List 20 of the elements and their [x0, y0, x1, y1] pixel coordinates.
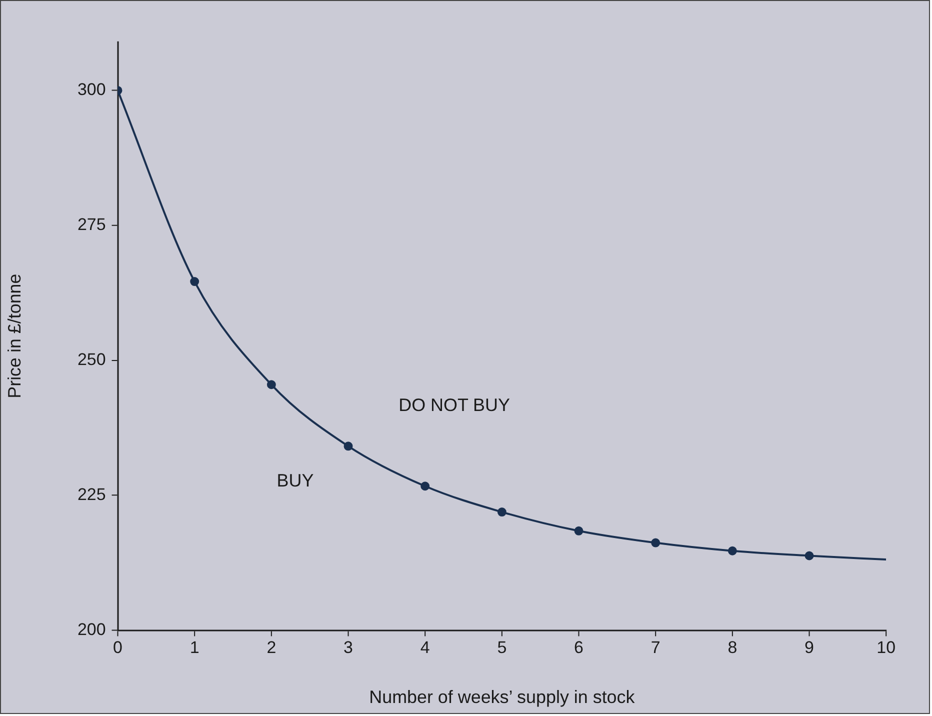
y-tick-label: 275: [78, 215, 106, 234]
x-tick-label: 3: [344, 638, 353, 658]
x-tick-label: 7: [650, 638, 660, 658]
x-tick-label: 0: [113, 638, 122, 658]
y-tick-label: 250: [78, 350, 106, 370]
annotation: DO NOT BUY: [398, 395, 510, 416]
x-axis-title: Number of weeks’ supply in stock: [369, 687, 635, 708]
y-tick-label: 300: [78, 80, 106, 100]
x-tick-label: 8: [728, 638, 738, 658]
annotation: BUY: [276, 470, 314, 490]
y-tick-label: 200: [78, 620, 106, 639]
x-tick-label: 9: [804, 638, 814, 658]
y-axis-title: Price in £/tonne: [4, 274, 25, 398]
x-tick-label: 5: [497, 638, 507, 658]
y-tick-label: 225: [78, 484, 106, 504]
x-tick-label: 1: [190, 638, 200, 658]
x-tick-label: 6: [574, 638, 584, 658]
x-tick-label: 4: [420, 638, 430, 658]
x-tick-label: 2: [266, 638, 276, 658]
x-tick-label: 10: [876, 638, 896, 658]
